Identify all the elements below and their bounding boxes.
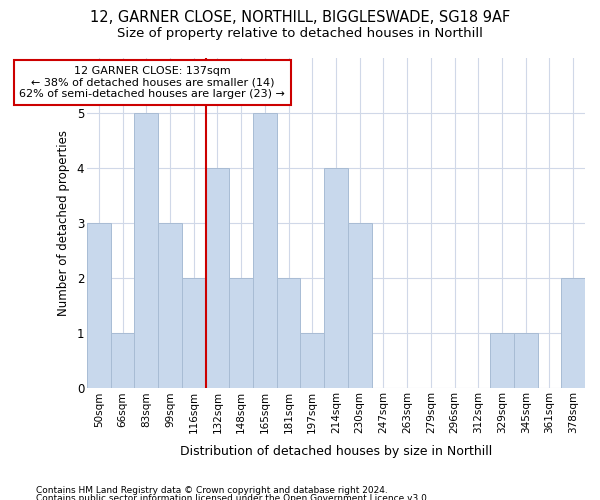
Bar <box>253 112 277 388</box>
Bar <box>87 223 111 388</box>
Bar <box>301 334 324 388</box>
Bar <box>348 223 371 388</box>
Text: 12, GARNER CLOSE, NORTHILL, BIGGLESWADE, SG18 9AF: 12, GARNER CLOSE, NORTHILL, BIGGLESWADE,… <box>90 10 510 25</box>
Bar <box>490 334 514 388</box>
Bar <box>561 278 585 388</box>
Bar <box>206 168 229 388</box>
Bar <box>324 168 348 388</box>
Bar <box>277 278 301 388</box>
Bar <box>111 334 134 388</box>
Text: 12 GARNER CLOSE: 137sqm
← 38% of detached houses are smaller (14)
62% of semi-de: 12 GARNER CLOSE: 137sqm ← 38% of detache… <box>19 66 285 99</box>
Bar <box>514 334 538 388</box>
Bar <box>134 112 158 388</box>
Bar <box>229 278 253 388</box>
Text: Contains HM Land Registry data © Crown copyright and database right 2024.: Contains HM Land Registry data © Crown c… <box>36 486 388 495</box>
X-axis label: Distribution of detached houses by size in Northill: Distribution of detached houses by size … <box>180 444 492 458</box>
Bar <box>158 223 182 388</box>
Bar <box>182 278 206 388</box>
Y-axis label: Number of detached properties: Number of detached properties <box>57 130 70 316</box>
Text: Size of property relative to detached houses in Northill: Size of property relative to detached ho… <box>117 28 483 40</box>
Text: Contains public sector information licensed under the Open Government Licence v3: Contains public sector information licen… <box>36 494 430 500</box>
